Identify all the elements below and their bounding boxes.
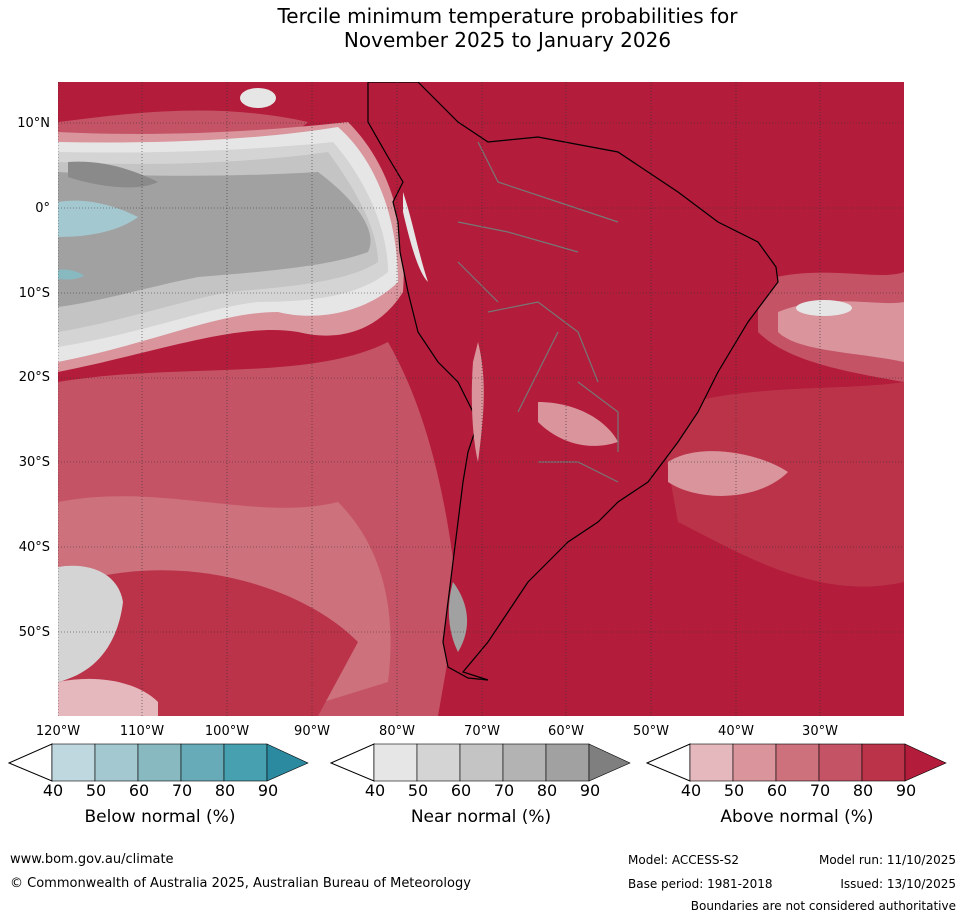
forecast-map xyxy=(58,82,904,716)
below-normal-40-patch-small xyxy=(58,269,84,280)
below-normal-colorbar xyxy=(8,743,309,782)
near-normal-patch-north xyxy=(240,88,276,108)
base-period-text: Base period: 1981-2018 xyxy=(628,877,773,891)
chart-title: Tercile minimum temperature probabilitie… xyxy=(0,4,965,52)
below-normal-40-patch xyxy=(58,200,138,237)
above-normal-colorbar xyxy=(646,743,947,782)
lon-label-50w: 50°W xyxy=(633,724,669,739)
below-normal-label: Below normal (%) xyxy=(84,807,236,827)
lat-label-10n: 10°N xyxy=(17,116,50,131)
lon-label-80w: 80°W xyxy=(379,724,415,739)
cb-below-seg-2 xyxy=(94,743,139,782)
cb-near-tick: 70 xyxy=(493,781,515,800)
near-normal-colorbar xyxy=(330,743,631,782)
cb-near-seg-2 xyxy=(416,743,461,782)
andes-white-strip xyxy=(403,192,428,282)
cb-near-tick: 60 xyxy=(450,781,472,800)
cb-above-tick: 80 xyxy=(852,781,874,800)
cb-near-seg-4 xyxy=(502,743,547,782)
country-borders xyxy=(457,141,619,483)
cb-above-arrow-right xyxy=(904,743,947,782)
lon-label-110w: 110°W xyxy=(119,724,165,739)
cb-below-arrow-right xyxy=(266,743,309,782)
cb-below-arrow-left xyxy=(8,743,53,782)
near-normal-patch-atlantic xyxy=(796,300,852,316)
cb-below-tick: 60 xyxy=(128,781,150,800)
model-run-text: Model run: 11/10/2025 xyxy=(818,853,956,867)
near-normal-label: Near normal (%) xyxy=(410,807,552,827)
copyright-text: © Commonwealth of Australia 2025, Austra… xyxy=(10,876,471,891)
above-normal-40-south-west xyxy=(58,678,158,716)
southern-land-patch xyxy=(448,582,468,652)
above-normal-80-south xyxy=(58,570,358,716)
land-light-patch xyxy=(538,402,618,446)
lat-label-50s: 50°S xyxy=(18,625,50,640)
above-normal-label: Above normal (%) xyxy=(720,807,874,827)
above-normal-60-mid-ocean xyxy=(668,451,788,496)
lat-label-0: 0° xyxy=(35,201,50,216)
cb-above-tick: 70 xyxy=(809,781,831,800)
cb-near-tick: 80 xyxy=(536,781,558,800)
lon-label-100w: 100°W xyxy=(204,724,250,739)
lon-label-40w: 40°W xyxy=(718,724,754,739)
lon-label-30w: 30°W xyxy=(802,724,838,739)
cb-above-seg-4 xyxy=(818,743,863,782)
graticule xyxy=(58,82,904,716)
lon-label-70w: 70°W xyxy=(464,724,500,739)
above-normal-80-atlantic xyxy=(658,382,904,587)
cb-below-tick: 40 xyxy=(42,781,64,800)
cb-near-tick: 50 xyxy=(407,781,429,800)
cb-above-seg-5 xyxy=(861,743,906,782)
cb-near-tick: 40 xyxy=(364,781,386,800)
cb-above-tick: 50 xyxy=(723,781,745,800)
issued-text: Issued: 13/10/2025 xyxy=(840,877,956,891)
near-normal-south-west xyxy=(58,565,123,682)
model-text: Model: ACCESS-S2 xyxy=(628,853,740,867)
near-normal-90-patch xyxy=(68,161,158,188)
lat-label-10s: 10°S xyxy=(18,286,50,301)
lat-label-30s: 30°S xyxy=(18,455,50,470)
cb-below-seg-3 xyxy=(137,743,182,782)
near-normal-80-region xyxy=(58,172,371,307)
disclaimer-text: Boundaries are not considered authoritat… xyxy=(690,899,956,913)
lat-label-40s: 40°S xyxy=(18,540,50,555)
cb-near-arrow-right xyxy=(588,743,631,782)
cb-near-seg-3 xyxy=(459,743,504,782)
cb-near-seg-5 xyxy=(545,743,590,782)
cb-above-tick: 60 xyxy=(766,781,788,800)
cb-below-tick: 90 xyxy=(257,781,279,800)
cb-above-seg-2 xyxy=(732,743,777,782)
cb-above-seg-1 xyxy=(689,743,734,782)
title-line-1: Tercile minimum temperature probabilitie… xyxy=(277,4,738,28)
cb-above-arrow-left xyxy=(646,743,691,782)
south-america-landmass xyxy=(367,82,779,681)
cb-above-tick: 40 xyxy=(680,781,702,800)
lon-label-60w: 60°W xyxy=(548,724,584,739)
cb-below-seg-5 xyxy=(223,743,268,782)
above-normal-50-atlantic xyxy=(778,301,904,362)
cb-below-seg-1 xyxy=(51,743,96,782)
cb-near-tick: 90 xyxy=(579,781,601,800)
cb-above-seg-3 xyxy=(775,743,820,782)
cb-above-tick: 90 xyxy=(895,781,917,800)
andes-light-strip xyxy=(471,342,484,462)
cb-near-seg-1 xyxy=(373,743,418,782)
lon-label-120w: 120°W xyxy=(35,724,81,739)
cb-below-seg-4 xyxy=(180,743,225,782)
title-line-2: November 2025 to January 2026 xyxy=(343,28,672,52)
lat-label-20s: 20°S xyxy=(18,370,50,385)
lon-label-90w: 90°W xyxy=(294,724,330,739)
cb-below-tick: 80 xyxy=(214,781,236,800)
cb-near-arrow-left xyxy=(330,743,375,782)
cb-below-tick: 50 xyxy=(85,781,107,800)
website-link[interactable]: www.bom.gov.au/climate xyxy=(10,852,174,867)
cb-below-tick: 70 xyxy=(171,781,193,800)
